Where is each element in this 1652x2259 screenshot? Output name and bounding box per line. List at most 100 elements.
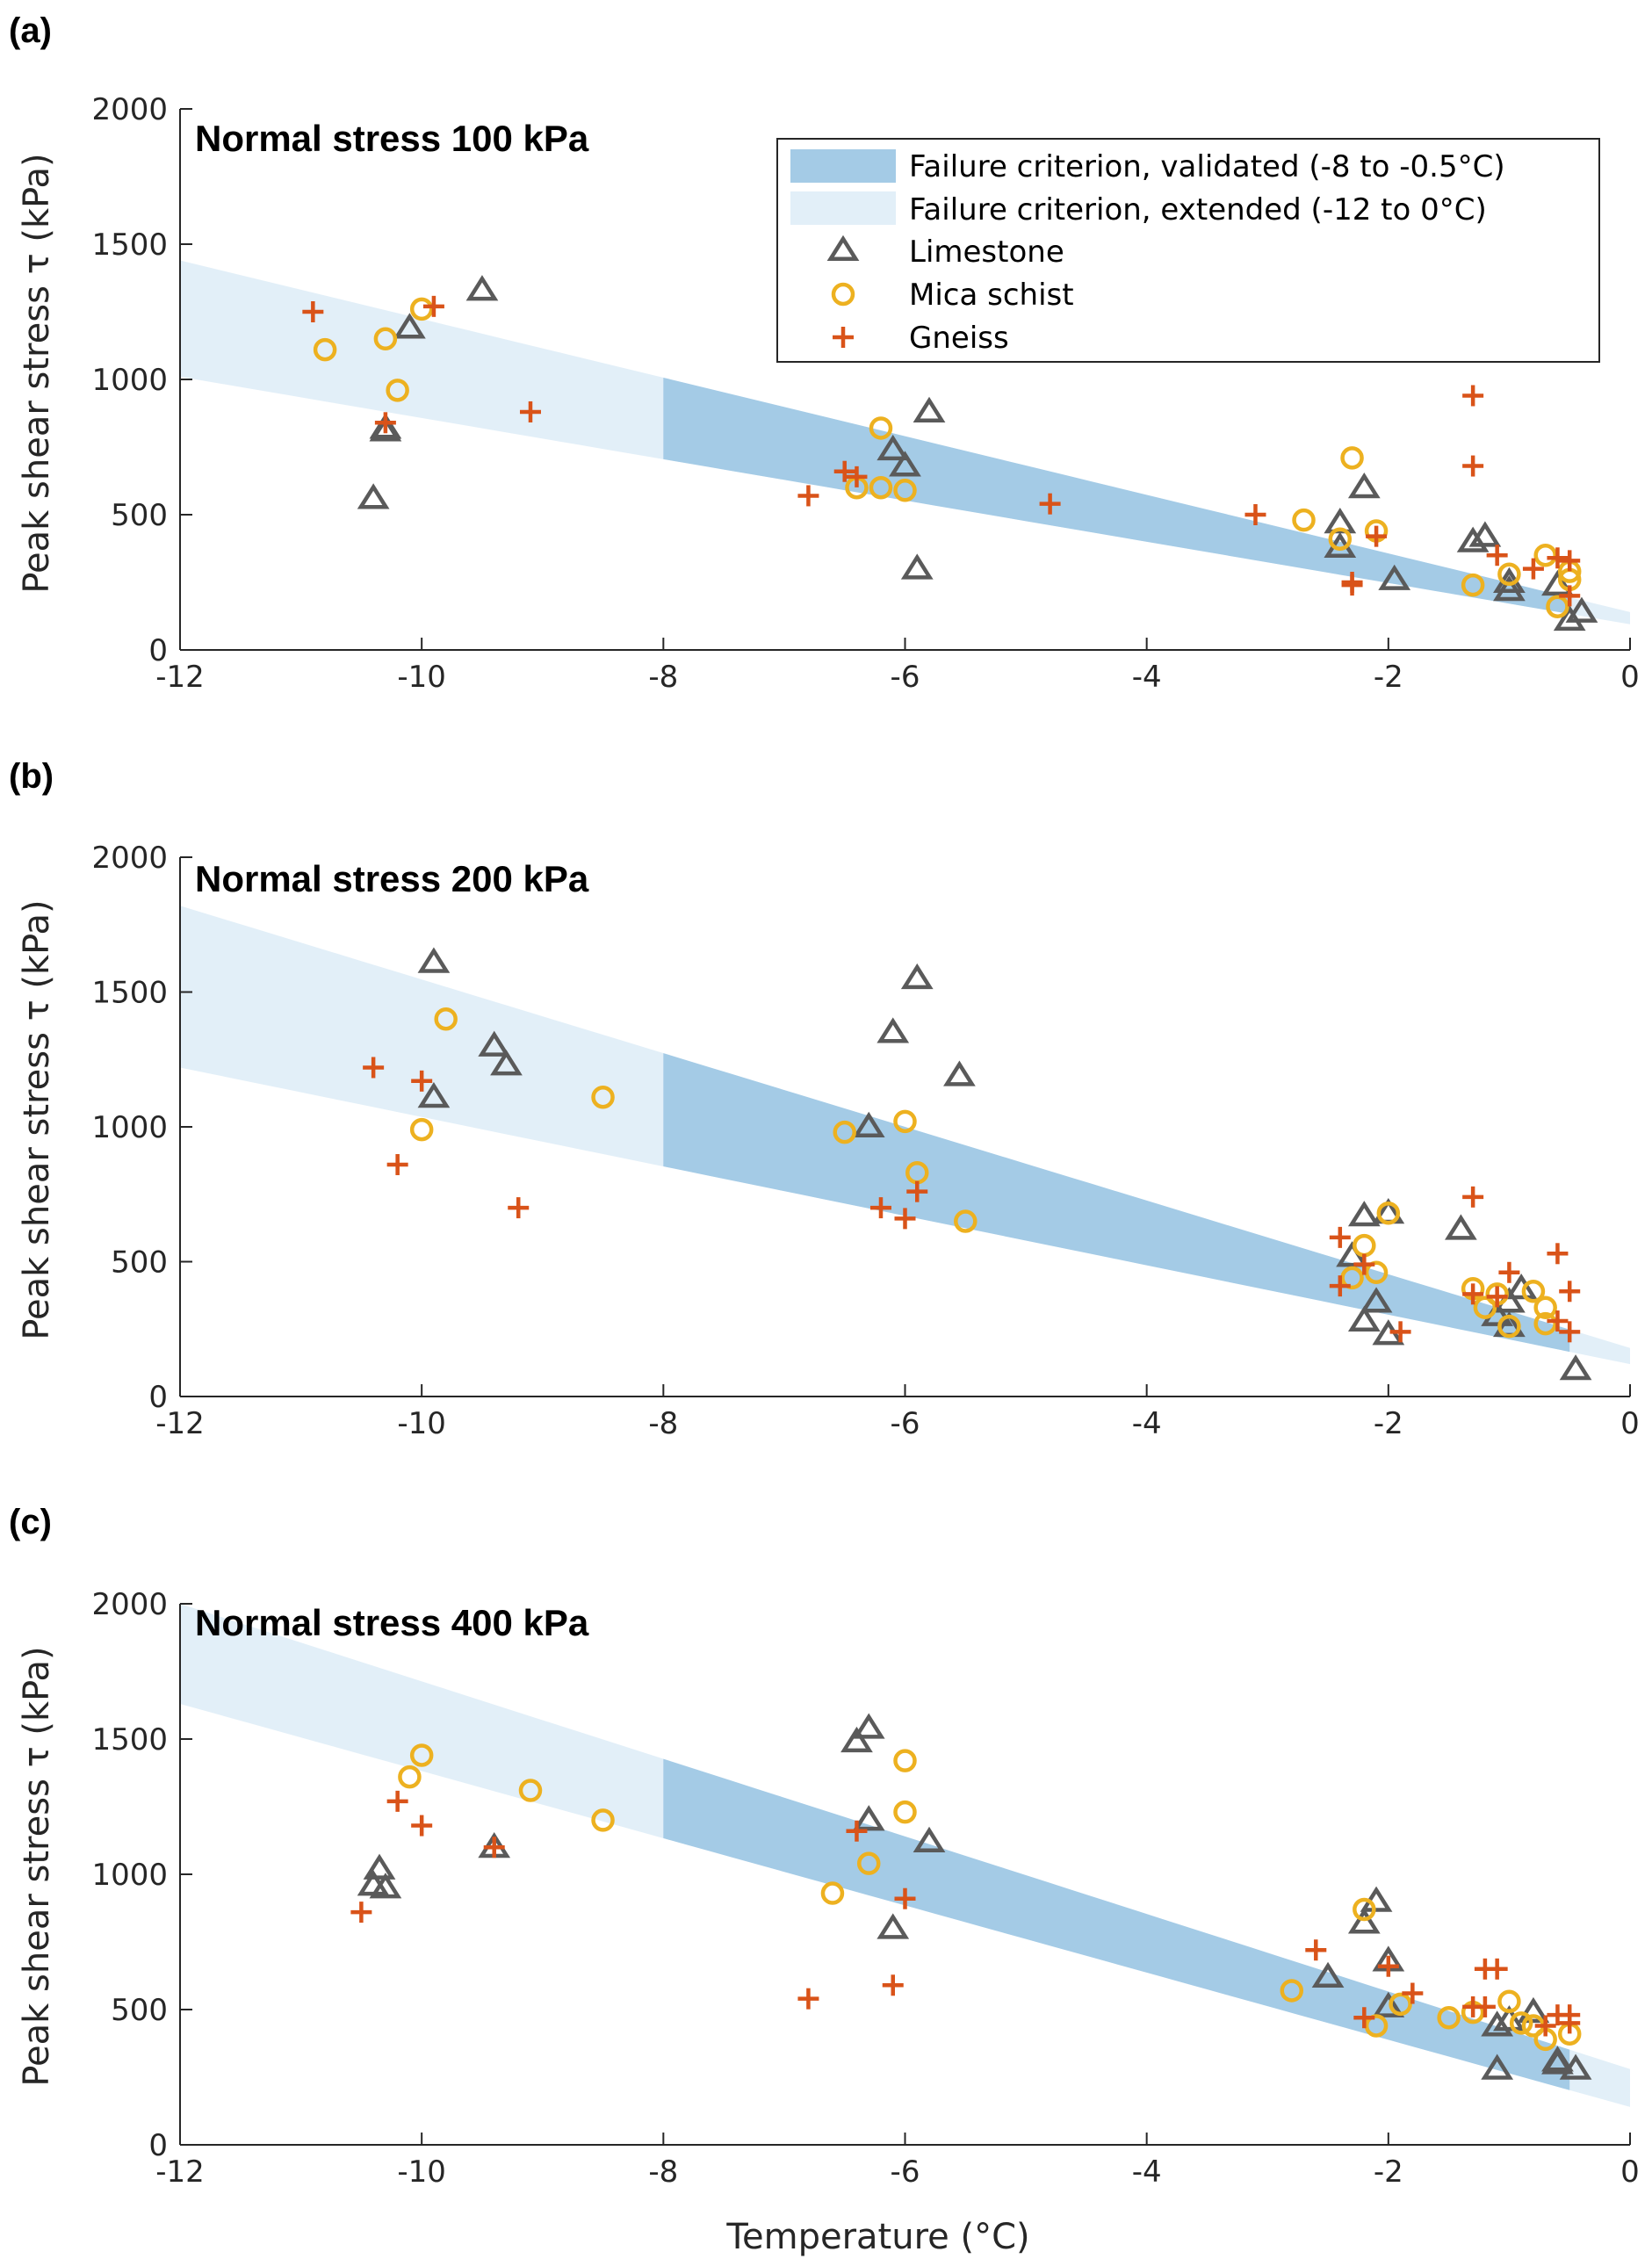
point-limestone-a-2 (369, 415, 402, 442)
point-gneiss-c-15 (1486, 1958, 1508, 1980)
point-mica-schist-b-17 (1533, 1311, 1557, 1336)
x-tick-label-b-2: -8 (648, 1406, 678, 1441)
point-gneiss-c-2 (411, 1815, 433, 1837)
x-tick-label-c-4: -4 (1132, 2154, 1162, 2190)
point-gneiss-a-1 (374, 412, 396, 434)
panel-title-c: Normal stress 400 kPa (195, 1602, 589, 1643)
band-validated-b (663, 1053, 1570, 1353)
point-mica-schist-a-13 (1497, 562, 1521, 587)
point-gneiss-b-17 (1559, 1321, 1581, 1343)
point-mica-schist-a-8 (1292, 508, 1316, 532)
point-limestone-c-4 (840, 1726, 873, 1753)
point-limestone-c-17 (1517, 1996, 1550, 2024)
point-gneiss-b-0 (363, 1057, 385, 1079)
point-gneiss-a-5 (833, 460, 855, 482)
x-tick-label-a-3: -6 (891, 660, 920, 695)
point-limestone-a-13 (1456, 526, 1490, 552)
point-mica-schist-b-7 (1340, 1266, 1364, 1290)
point-mica-schist-b-4 (893, 1109, 917, 1134)
point-mica-schist-c-1 (409, 1743, 434, 1767)
point-gneiss-a-12 (1462, 385, 1484, 407)
point-limestone-b-8 (1347, 1201, 1381, 1227)
point-mica-schist-c-5 (856, 1851, 881, 1875)
point-gneiss-b-5 (894, 1208, 916, 1230)
point-limestone-c-5 (852, 1713, 885, 1739)
point-gneiss-c-3 (483, 1837, 505, 1858)
panel-title-a: Normal stress 100 kPa (195, 118, 589, 159)
point-limestone-b-7 (943, 1060, 976, 1086)
series-limestone-c (357, 1713, 1592, 2080)
legend: Failure criterion, validated (-8 to -0.5… (776, 138, 1600, 363)
point-mica-schist-c-3 (591, 1808, 615, 1832)
series-gneiss-c (350, 1790, 1581, 2037)
point-limestone-a-8 (913, 396, 946, 422)
legend-marker-gneiss-shape (833, 327, 854, 348)
legend-marker-limestone (826, 235, 860, 261)
point-limestone-c-19 (1541, 2048, 1574, 2075)
band-validated-c (663, 1758, 1570, 2090)
point-gneiss-a-7 (1039, 493, 1061, 515)
x-tick-label-b-1: -10 (397, 1406, 446, 1441)
point-gneiss-b-2 (386, 1153, 408, 1175)
point-limestone-c-2 (369, 1873, 402, 1899)
plot-area-b: -12 -10 -8 -6 -4 -2 0 0 500 1000 1500 2000 (91, 841, 1639, 1441)
y-tick-label-a-2: 1000 (91, 363, 168, 398)
point-mica-schist-a-15 (1546, 595, 1569, 618)
point-mica-schist-a-7 (893, 479, 917, 502)
point-gneiss-b-9 (1353, 1253, 1375, 1275)
point-mica-schist-b-8 (1353, 1233, 1376, 1258)
y-tick-label-c-0: 0 (148, 2128, 168, 2163)
y-tick-label-c-1: 500 (111, 1993, 168, 2028)
point-mica-schist-a-6 (869, 475, 893, 500)
point-gneiss-c-13 (1474, 1996, 1496, 2017)
y-tick-label-a-0: 0 (148, 633, 168, 668)
point-limestone-b-9 (1347, 1305, 1381, 1332)
y-tick-label-b-4: 2000 (91, 841, 168, 876)
point-limestone-a-9 (1324, 508, 1357, 534)
y-tick-label-b-2: 1000 (91, 1110, 168, 1145)
point-limestone-a-17 (1541, 569, 1574, 596)
point-limestone-b-2 (478, 1030, 511, 1057)
point-gneiss-a-10 (1341, 572, 1363, 593)
point-limestone-c-7 (876, 1913, 910, 1939)
point-gneiss-b-6 (906, 1180, 928, 1202)
point-mica-schist-a-3 (409, 297, 434, 321)
legend-label-validated: Failure criterion, validated (-8 to -0.5… (909, 149, 1505, 184)
x-tick-label-b-4: -4 (1132, 1406, 1162, 1441)
y-tick-label-b-3: 1500 (91, 976, 168, 1011)
y-tick-label-a-4: 2000 (91, 92, 168, 127)
point-gneiss-a-14 (1486, 545, 1508, 567)
point-limestone-b-6 (900, 963, 934, 990)
x-tick-label-c-5: -2 (1374, 2154, 1403, 2190)
point-limestone-c-16 (1493, 2005, 1526, 2032)
point-gneiss-b-1 (411, 1070, 433, 1092)
point-mica-schist-a-14 (1533, 543, 1557, 567)
point-mica-schist-b-0 (434, 1007, 458, 1031)
point-gneiss-b-4 (869, 1197, 891, 1219)
point-gneiss-b-13 (1486, 1286, 1508, 1308)
point-mica-schist-c-11 (1389, 1992, 1412, 2017)
point-limestone-c-13 (1372, 1991, 1405, 2017)
point-gneiss-c-16 (1534, 2015, 1556, 2037)
point-gneiss-a-16 (1547, 547, 1569, 569)
point-gneiss-a-3 (519, 401, 541, 422)
point-gneiss-c-10 (1377, 1955, 1399, 1977)
y-axis-label-a: Peak shear stress τ (kPa) (17, 153, 57, 593)
x-tick-label-a-2: -8 (648, 660, 678, 695)
point-mica-schist-b-6 (954, 1209, 977, 1233)
point-mica-schist-c-0 (398, 1765, 422, 1789)
point-gneiss-a-6 (846, 466, 868, 487)
point-limestone-c-15 (1481, 2010, 1514, 2037)
x-tick-label-b-3: -6 (891, 1406, 920, 1441)
point-mica-schist-c-2 (518, 1779, 543, 1802)
point-gneiss-c-19 (1559, 2012, 1581, 2034)
point-gneiss-b-3 (508, 1197, 530, 1219)
point-gneiss-c-4 (797, 1988, 819, 2010)
point-mica-schist-c-4 (820, 1881, 845, 1905)
x-tick-label-a-0: -12 (155, 660, 205, 695)
y-tick-label-a-3: 1500 (91, 227, 168, 263)
point-mica-schist-a-0 (313, 337, 337, 362)
point-limestone-a-6 (889, 451, 921, 477)
point-mica-schist-b-3 (833, 1120, 856, 1144)
